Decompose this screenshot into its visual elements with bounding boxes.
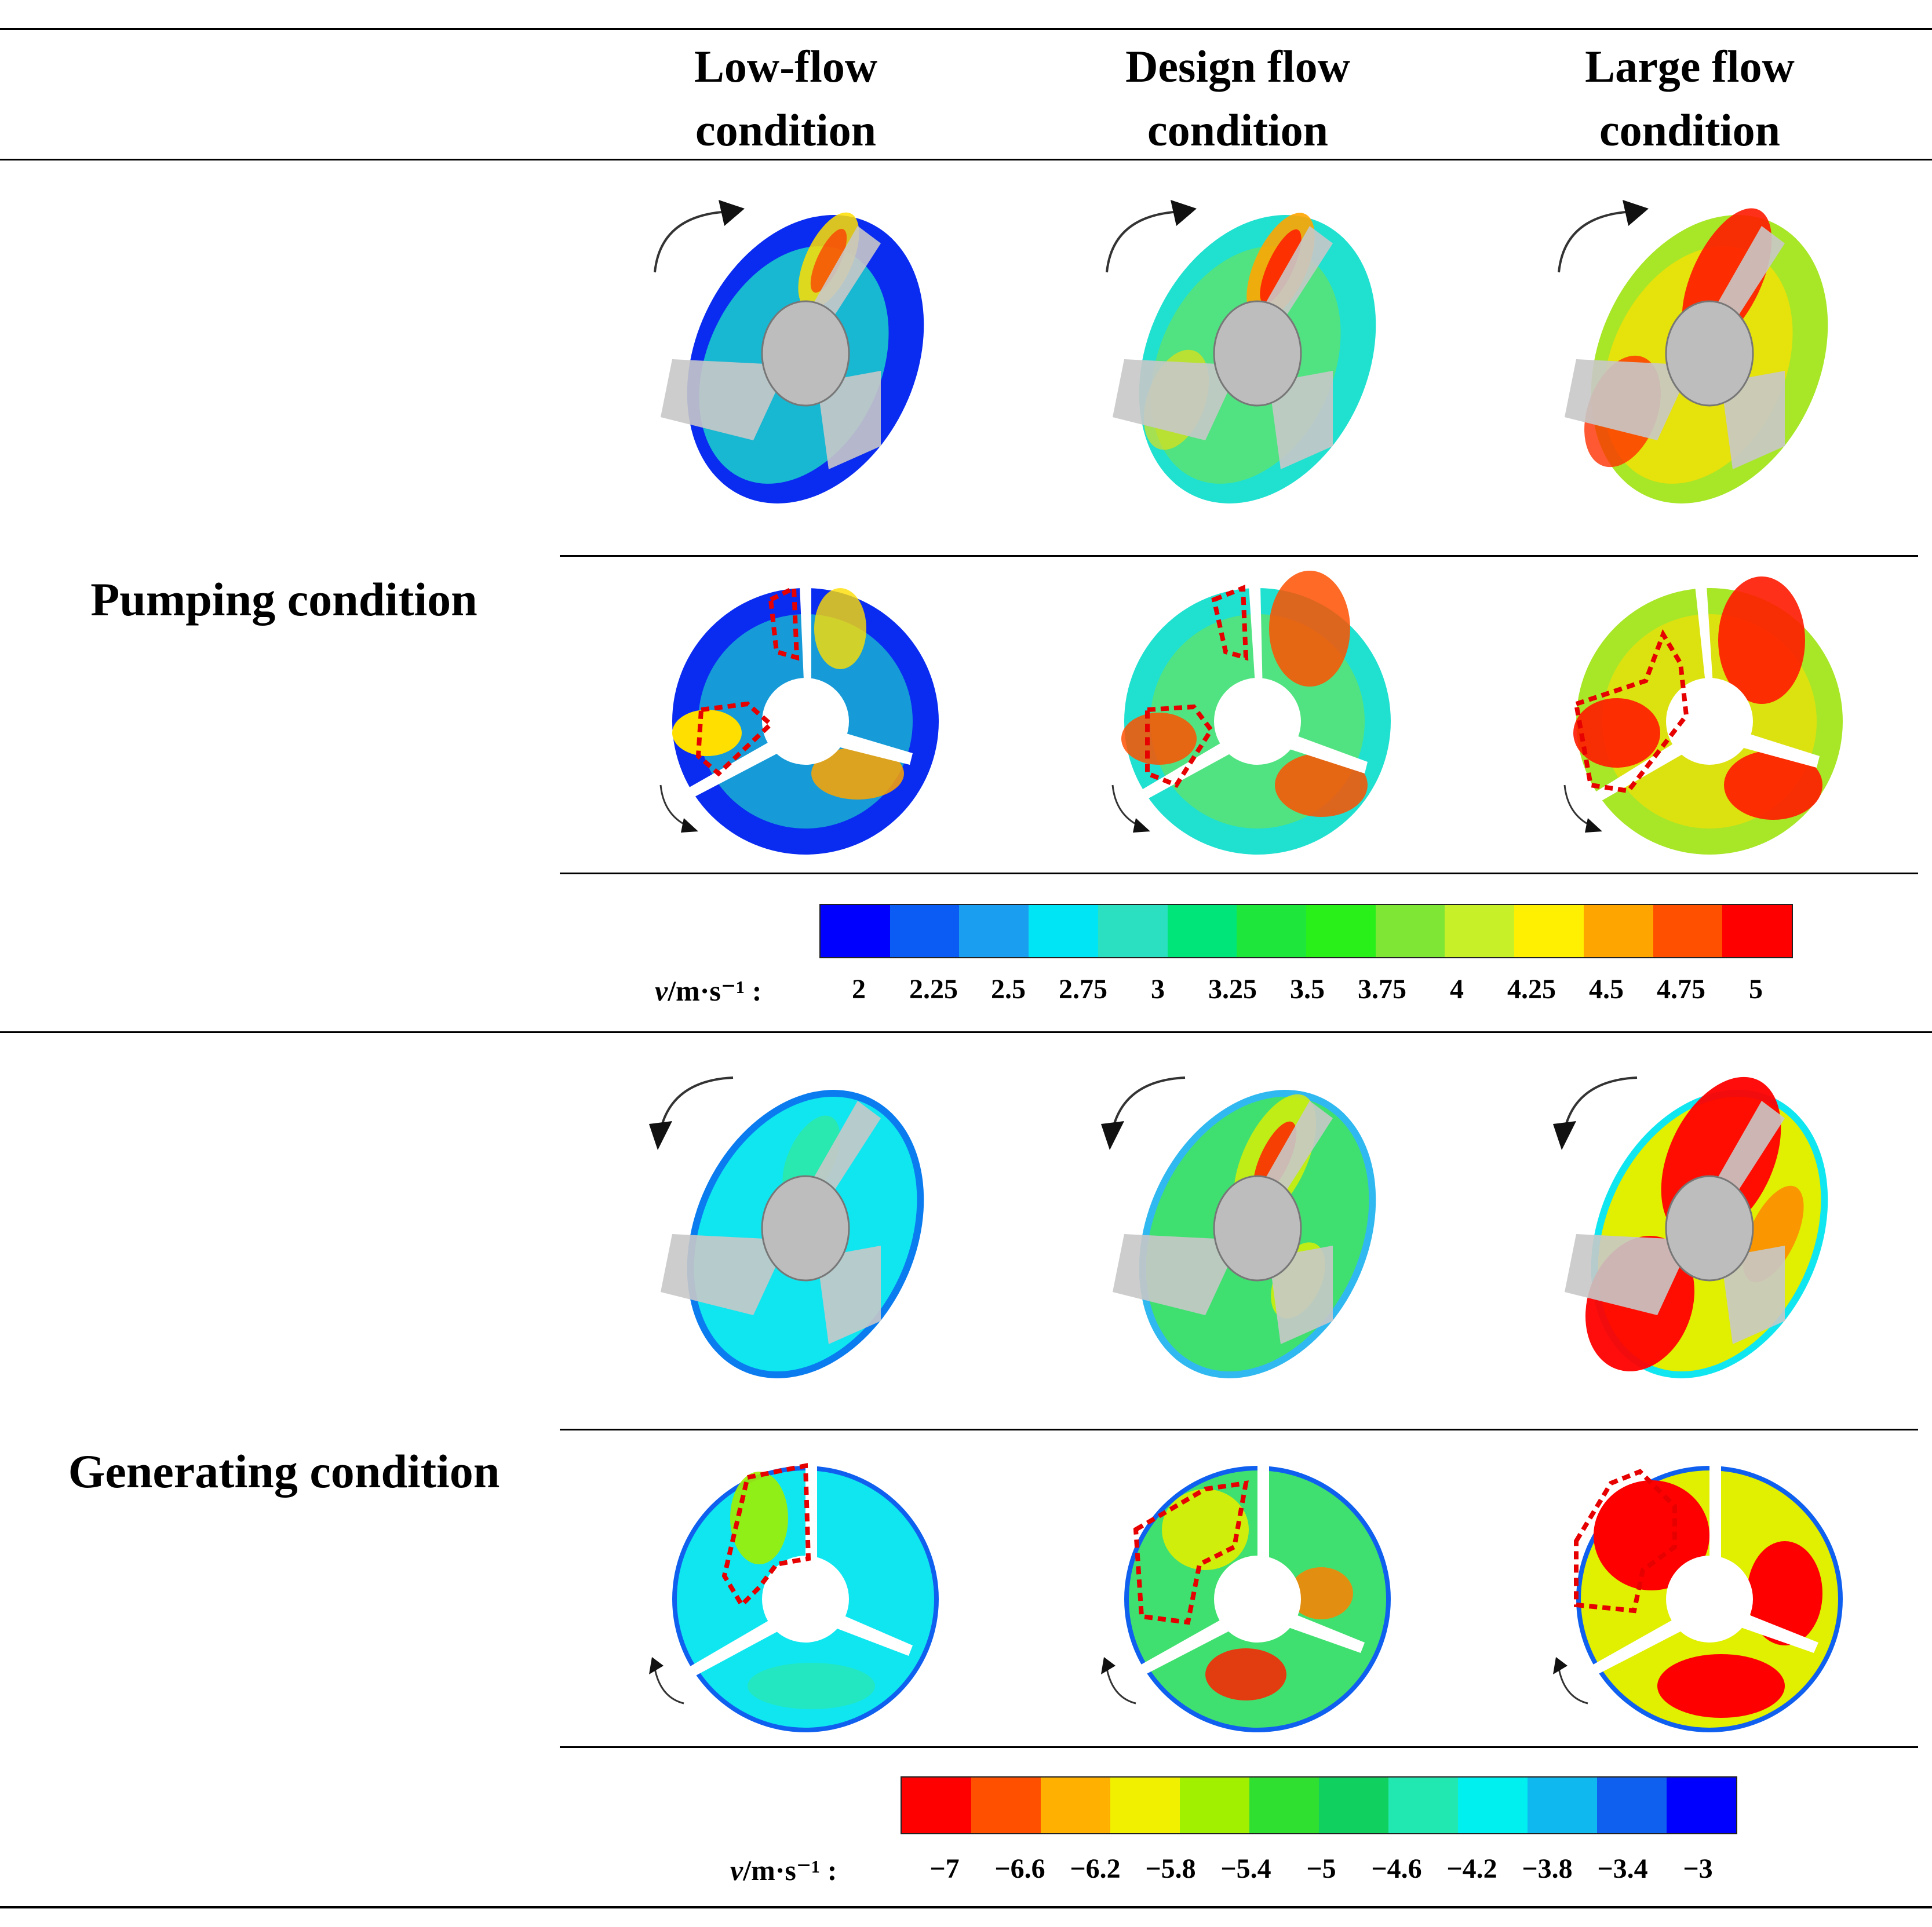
gen-design-3d-view: [1089, 1060, 1391, 1385]
generating-colorbar-swatch: [1041, 1778, 1110, 1833]
column-header-design-flow-line1: Design flow: [1125, 41, 1350, 92]
pumping-colorbar-swatch: [1514, 905, 1584, 957]
generating-colorbar-swatch: [1597, 1778, 1667, 1833]
pumping-colorbar-swatch: [821, 905, 890, 957]
column-header-design-flow-line2: condition: [1147, 105, 1329, 155]
generating-unit-rest: /m·s⁻¹ :: [743, 1854, 837, 1886]
pumping-colorbar-swatch: [1653, 905, 1723, 957]
pumping-colorbar-swatch: [1306, 905, 1376, 957]
pumping-colorbar-tick-label: 3: [1150, 974, 1165, 1005]
pumping-colorbar-swatch: [1237, 905, 1307, 957]
generating-colorbar-tick-label: −3: [1683, 1853, 1713, 1884]
row-label-pumping: Pumping condition: [90, 573, 477, 626]
generating-colorbar-swatch: [1667, 1778, 1736, 1833]
pumping-colorbar-tick-label: 4.5: [1589, 974, 1624, 1005]
generating-colorbar-tick-label: −5: [1306, 1853, 1336, 1884]
generating-colorbar-swatch: [1249, 1778, 1319, 1833]
column-header-large-flow-line1: Large flow: [1585, 41, 1795, 92]
pumping-colorbar-swatch: [1583, 905, 1653, 957]
pumping-colorbar-ticks: 2 2.25 2.5 2.75 3 3.25 3.5 3.75 4 4.25 4.5 4.75 5: [852, 973, 1763, 1008]
pump-low-3d-view: [637, 191, 939, 516]
generating-colorbar: [901, 1776, 1737, 1834]
pump-low-section: [637, 565, 939, 889]
column-header-low-flow-line2: condition: [695, 105, 877, 155]
pumping-colorbar: [819, 904, 1793, 958]
pumping-colorbar-tick-label: 4.25: [1507, 974, 1556, 1005]
gen-large-section: [1541, 1443, 1843, 1767]
pumping-colorbar-tick-label: 2: [852, 974, 866, 1005]
pumping-colorbar-unit: v/m·s⁻¹ :: [655, 973, 761, 1008]
gen-bar-rule: [560, 1746, 1918, 1748]
gen-mid-rule: [560, 1429, 1918, 1430]
pumping-colorbar-tick-label: 2.25: [909, 974, 958, 1005]
generating-colorbar-tick-label: −4.6: [1371, 1853, 1422, 1884]
pumping-colorbar-swatch: [1375, 905, 1445, 957]
generating-colorbar-tick-label: −6.6: [994, 1853, 1045, 1884]
gen-low-3d-view: [637, 1060, 939, 1385]
generating-colorbar-swatch: [1388, 1778, 1458, 1833]
pumping-colorbar-swatch: [1167, 905, 1237, 957]
generating-colorbar-tick-label: −7: [929, 1853, 960, 1884]
pumping-colorbar-tick-label: 3.5: [1290, 974, 1325, 1005]
gen-design-section: [1089, 1443, 1391, 1767]
generating-unit-symbol: v: [730, 1854, 743, 1886]
pump-design-3d-view: [1089, 191, 1391, 516]
pumping-colorbar-swatch: [959, 905, 1029, 957]
pumping-colorbar-swatch: [890, 905, 960, 957]
column-header-low-flow: Low-flow condition: [612, 35, 960, 162]
generating-colorbar-swatch: [902, 1778, 971, 1833]
pumping-colorbar-tick-label: 2.75: [1059, 974, 1107, 1005]
pumping-colorbar-tick-label: 3.75: [1358, 974, 1406, 1005]
generating-colorbar-tick-label: −4.2: [1446, 1853, 1497, 1884]
column-header-low-flow-line1: Low-flow: [694, 41, 878, 92]
pumping-colorbar-swatch: [1722, 905, 1792, 957]
pump-bar-rule: [560, 873, 1918, 874]
pump-large-section: [1541, 565, 1843, 889]
pumping-colorbar-swatch: [1029, 905, 1098, 957]
column-header-large-flow: Large flow condition: [1516, 35, 1864, 162]
pumping-colorbar-tick-label: 5: [1749, 974, 1763, 1005]
generating-colorbar-swatch: [1458, 1778, 1528, 1833]
pumping-colorbar-swatch: [1445, 905, 1515, 957]
bottom-rule: [0, 1906, 1932, 1908]
pumping-colorbar-tick-label: 4.75: [1657, 974, 1705, 1005]
generating-colorbar-swatch: [1528, 1778, 1597, 1833]
pumping-unit-symbol: v: [655, 975, 668, 1007]
generating-colorbar-tick-label: −5.4: [1220, 1853, 1271, 1884]
generating-colorbar-unit: v/m·s⁻¹ :: [730, 1853, 837, 1887]
row-label-generating: Generating condition: [68, 1445, 500, 1498]
generating-colorbar-ticks: −7 −6.6 −6.2 −5.8 −5.4 −5 −4.6 −4.2 −3.8 −3.4 −3: [929, 1853, 1712, 1888]
gen-low-section: [637, 1443, 939, 1767]
column-header-large-flow-line2: condition: [1599, 105, 1781, 155]
top-rule: [0, 28, 1932, 30]
pumping-unit-rest: /m·s⁻¹ :: [668, 975, 762, 1007]
column-header-design-flow: Design flow condition: [1064, 35, 1412, 162]
pumping-colorbar-tick-label: 4: [1449, 974, 1464, 1005]
header-rule: [0, 159, 1932, 160]
pumping-colorbar-tick-label: 2.5: [990, 974, 1026, 1005]
gen-large-3d-view: [1541, 1060, 1843, 1385]
section-rule: [0, 1031, 1932, 1033]
generating-colorbar-tick-label: −3.4: [1597, 1853, 1648, 1884]
generating-colorbar-tick-label: −6.2: [1070, 1853, 1121, 1884]
generating-colorbar-swatch: [971, 1778, 1041, 1833]
pumping-colorbar-tick-label: 3.25: [1208, 974, 1257, 1005]
generating-colorbar-swatch: [1319, 1778, 1388, 1833]
generating-colorbar-tick-label: −3.8: [1522, 1853, 1573, 1884]
generating-colorbar-tick-label: −5.8: [1145, 1853, 1196, 1884]
pumping-colorbar-swatch: [1098, 905, 1168, 957]
pump-mid-rule: [560, 555, 1918, 557]
generating-colorbar-swatch: [1110, 1778, 1180, 1833]
pump-design-section: [1089, 565, 1391, 889]
generating-colorbar-swatch: [1180, 1778, 1249, 1833]
pump-large-3d-view: [1541, 191, 1843, 516]
